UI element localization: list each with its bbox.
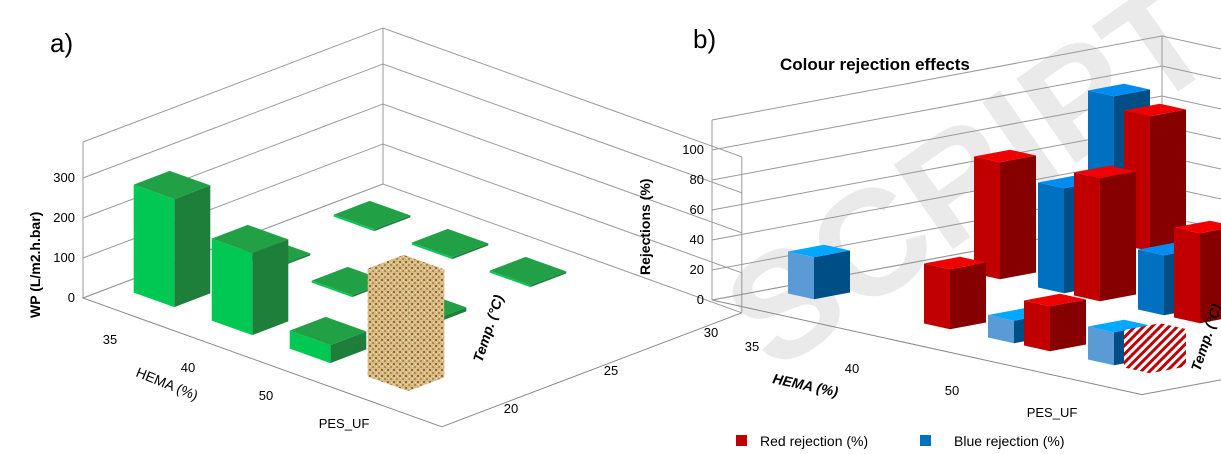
chart-b-legend: Red rejection (%) Blue rejection (%) xyxy=(736,433,1065,449)
a-bar xyxy=(133,170,211,308)
b-bar xyxy=(974,149,1036,280)
a-y-tick: 20 xyxy=(504,401,518,416)
b-bar xyxy=(1174,220,1221,324)
a-z-tick: 300 xyxy=(53,170,75,185)
chart-b-bars xyxy=(788,83,1221,374)
chart-a-bars xyxy=(133,170,567,392)
a-x-tick: 35 xyxy=(103,332,117,347)
chart-a-z-label: WP (L/m2.h.bar) xyxy=(27,212,43,318)
b-x-tick: 40 xyxy=(845,361,859,376)
panel-a-letter: a) xyxy=(50,28,73,58)
a-y-tick: 25 xyxy=(604,363,618,378)
legend-red-swatch xyxy=(736,435,747,446)
a-z-tick: 200 xyxy=(53,210,75,225)
a-bar xyxy=(333,200,411,232)
a-z-tick: 0 xyxy=(68,290,75,305)
b-z-tick: 100 xyxy=(682,142,704,157)
legend-blue-label: Blue rejection (%) xyxy=(954,433,1065,449)
a-y-tick: 30 xyxy=(704,325,718,340)
a-gridline xyxy=(82,63,742,194)
legend-red-label: Red rejection (%) xyxy=(760,433,868,449)
b-x-tick: 50 xyxy=(945,383,959,398)
b-z-tick: 80 xyxy=(690,172,704,187)
b-bar xyxy=(1024,293,1086,352)
chart-b-title: Colour rejection effects xyxy=(780,55,970,74)
a-bar xyxy=(489,256,567,288)
legend-blue-swatch xyxy=(920,435,931,446)
b-bar-pes xyxy=(1124,323,1186,374)
b-z-tick: 0 xyxy=(697,292,704,307)
a-x-tick: 40 xyxy=(181,360,195,375)
b-bar xyxy=(788,244,850,300)
b-x-tick: 35 xyxy=(745,339,759,354)
a-x-tick: PES_UF xyxy=(319,416,370,431)
chart-b-z-label: Rejections (%) xyxy=(637,179,653,275)
b-z-tick: 40 xyxy=(690,232,704,247)
b-bar xyxy=(1074,165,1136,302)
b-z-tick: 60 xyxy=(690,202,704,217)
a-z-tick: 100 xyxy=(53,250,75,265)
a-bar xyxy=(411,228,489,260)
chart-a-y-label: Temp. (°C) xyxy=(470,292,507,363)
a-x-tick: 50 xyxy=(259,388,273,403)
b-bar xyxy=(924,256,986,330)
a-bar xyxy=(211,224,289,336)
a-bar xyxy=(367,254,445,392)
b-z-tick: 20 xyxy=(690,262,704,277)
b-x-tick: PES_UF xyxy=(1027,405,1078,420)
a-bar xyxy=(289,316,367,364)
panel-b-letter: b) xyxy=(693,24,716,54)
